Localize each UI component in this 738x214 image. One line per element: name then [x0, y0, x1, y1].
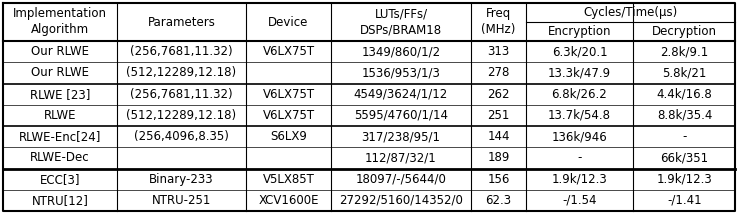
- Text: Our RLWE: Our RLWE: [31, 66, 89, 79]
- Text: 6.8k/26.2: 6.8k/26.2: [551, 88, 607, 101]
- Text: S6LX9: S6LX9: [270, 130, 307, 143]
- Text: RLWE: RLWE: [44, 109, 76, 122]
- Text: Implementation
Algorithm: Implementation Algorithm: [13, 7, 107, 37]
- Text: 1.9k/12.3: 1.9k/12.3: [551, 173, 607, 186]
- Text: 278: 278: [487, 66, 510, 79]
- Text: Decryption: Decryption: [652, 25, 717, 38]
- Text: V6LX75T: V6LX75T: [263, 88, 314, 101]
- Text: 156: 156: [487, 173, 510, 186]
- Text: 5.8k/21: 5.8k/21: [662, 66, 707, 79]
- Text: 251: 251: [487, 109, 510, 122]
- Text: 27292/5160/14352/0: 27292/5160/14352/0: [339, 194, 463, 207]
- Text: V6LX75T: V6LX75T: [263, 45, 314, 58]
- Text: 13.3k/47.9: 13.3k/47.9: [548, 66, 611, 79]
- Text: (512,12289,12.18): (512,12289,12.18): [126, 66, 237, 79]
- Text: 4549/3624/1/12: 4549/3624/1/12: [354, 88, 448, 101]
- Text: 1.9k/12.3: 1.9k/12.3: [657, 173, 712, 186]
- Text: 317/238/95/1: 317/238/95/1: [362, 130, 441, 143]
- Text: XCV1600E: XCV1600E: [258, 194, 319, 207]
- Text: RLWE [23]: RLWE [23]: [30, 88, 90, 101]
- Text: 2.8k/9.1: 2.8k/9.1: [661, 45, 708, 58]
- Text: (512,12289,12.18): (512,12289,12.18): [126, 109, 237, 122]
- Text: 66k/351: 66k/351: [661, 151, 708, 164]
- Text: NTRU-251: NTRU-251: [152, 194, 211, 207]
- Text: 8.8k/35.4: 8.8k/35.4: [657, 109, 712, 122]
- Text: Our RLWE: Our RLWE: [31, 45, 89, 58]
- Text: RLWE-Enc[24]: RLWE-Enc[24]: [18, 130, 101, 143]
- Text: -: -: [577, 151, 582, 164]
- Text: (256,7681,11.32): (256,7681,11.32): [130, 88, 232, 101]
- Text: 13.7k/54.8: 13.7k/54.8: [548, 109, 611, 122]
- Text: V5LX85T: V5LX85T: [263, 173, 314, 186]
- Text: 262: 262: [487, 88, 510, 101]
- Text: 6.3k/20.1: 6.3k/20.1: [552, 45, 607, 58]
- Text: Encryption: Encryption: [548, 25, 611, 38]
- Text: 62.3: 62.3: [486, 194, 511, 207]
- Text: Binary-233: Binary-233: [149, 173, 214, 186]
- Text: -: -: [683, 130, 686, 143]
- Text: 112/87/32/1: 112/87/32/1: [365, 151, 437, 164]
- Text: 136k/946: 136k/946: [551, 130, 607, 143]
- Text: 18097/-/5644/0: 18097/-/5644/0: [356, 173, 446, 186]
- Text: 4.4k/16.8: 4.4k/16.8: [657, 88, 712, 101]
- Text: 313: 313: [487, 45, 510, 58]
- Text: Device: Device: [269, 15, 308, 28]
- Text: -/1.41: -/1.41: [667, 194, 702, 207]
- Text: V6LX75T: V6LX75T: [263, 109, 314, 122]
- Text: 144: 144: [487, 130, 510, 143]
- Text: -/1.54: -/1.54: [562, 194, 597, 207]
- Text: RLWE-Dec: RLWE-Dec: [30, 151, 90, 164]
- Text: (256,4096,8.35): (256,4096,8.35): [134, 130, 229, 143]
- Text: 1349/860/1/2: 1349/860/1/2: [362, 45, 441, 58]
- Text: Parameters: Parameters: [148, 15, 215, 28]
- Text: 1536/953/1/3: 1536/953/1/3: [362, 66, 441, 79]
- Text: Freq
(MHz): Freq (MHz): [481, 7, 516, 37]
- Text: 5595/4760/1/14: 5595/4760/1/14: [354, 109, 448, 122]
- Text: LUTs/FFs/
DSPs/BRAM18: LUTs/FFs/ DSPs/BRAM18: [360, 7, 442, 37]
- Text: NTRU[12]: NTRU[12]: [32, 194, 89, 207]
- Text: (256,7681,11.32): (256,7681,11.32): [130, 45, 232, 58]
- Text: 189: 189: [487, 151, 510, 164]
- Text: ECC[3]: ECC[3]: [40, 173, 80, 186]
- Text: Cycles/Time(μs): Cycles/Time(μs): [583, 6, 677, 19]
